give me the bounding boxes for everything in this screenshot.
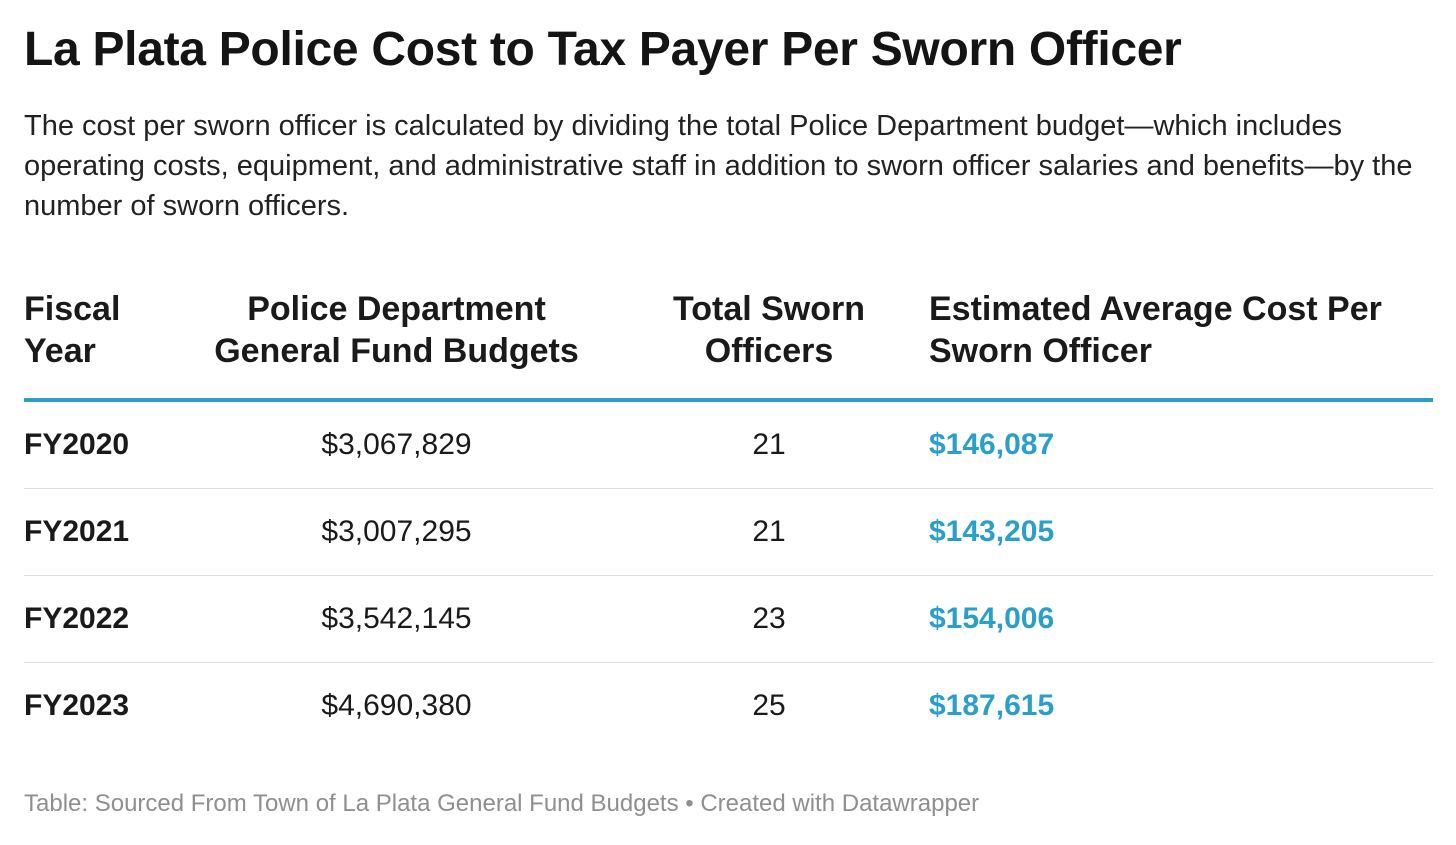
source-footer: Table: Sourced From Town of La Plata Gen… bbox=[24, 790, 980, 817]
cell-budget: $3,007,295 bbox=[184, 488, 609, 576]
cell-officers: 21 bbox=[609, 400, 929, 489]
header-line: General Fund Budgets bbox=[214, 332, 579, 370]
chart-title: La Plata Police Cost to Tax Payer Per Sw… bbox=[24, 23, 1182, 76]
header-line: Police Department bbox=[247, 290, 546, 328]
cell-budget: $3,542,145 bbox=[184, 575, 609, 663]
data-table: Fiscal Year Police Department General Fu… bbox=[24, 288, 1433, 749]
header-line: Total Sworn bbox=[672, 290, 866, 328]
header-line: Officers bbox=[704, 332, 834, 370]
cell-officers: 21 bbox=[609, 488, 929, 576]
cell-officers: 23 bbox=[609, 575, 929, 663]
header-line: Sworn Officer bbox=[929, 332, 1152, 370]
cell-officers: 25 bbox=[752, 689, 786, 722]
column-header-officers: Total Sworn Officers bbox=[609, 288, 929, 402]
table-row: FY2022 $3,542,145 23 $154,006 bbox=[24, 575, 1433, 663]
table-row: FY2020 $3,067,829 21 $146,087 bbox=[24, 400, 1433, 489]
header-line: Year bbox=[24, 332, 96, 370]
cell-cost-per-officer: $187,615 bbox=[929, 689, 1055, 722]
cell-cost-per-officer: $154,006 bbox=[929, 575, 1433, 663]
cell-budget: $4,690,380 bbox=[321, 689, 472, 722]
cell-budget: $3,067,829 bbox=[184, 400, 609, 489]
cell-cost-per-officer: $146,087 bbox=[929, 400, 1433, 489]
column-header-fiscal-year: Fiscal Year bbox=[24, 288, 184, 402]
column-header-budget: Police Department General Fund Budgets bbox=[184, 288, 609, 402]
cell-fiscal-year: FY2020 bbox=[24, 400, 184, 489]
table-row: FY2023 $4,690,380 25 $187,615 bbox=[24, 663, 1433, 750]
header-line: Fiscal bbox=[24, 290, 121, 328]
header-row: Fiscal Year Police Department General Fu… bbox=[24, 288, 1433, 402]
chart-description: The cost per sworn officer is calculated… bbox=[24, 110, 1413, 222]
cell-cost-per-officer: $143,205 bbox=[929, 488, 1433, 576]
column-header-cost: Estimated Average Cost Per Sworn Officer bbox=[929, 288, 1433, 402]
cell-fiscal-year: FY2021 bbox=[24, 488, 184, 576]
cell-fiscal-year: FY2023 bbox=[24, 689, 130, 722]
header-line: Estimated Average Cost Per bbox=[929, 290, 1382, 328]
cell-fiscal-year: FY2022 bbox=[24, 575, 184, 663]
table-row: FY2021 $3,007,295 21 $143,205 bbox=[24, 488, 1433, 576]
